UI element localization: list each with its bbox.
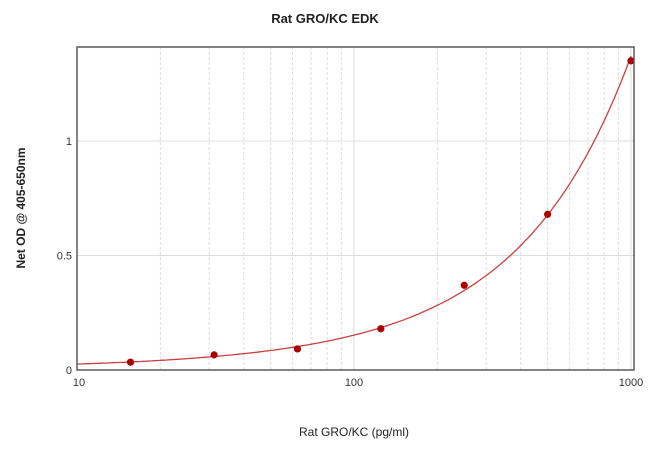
fitted-curve-path bbox=[76, 55, 632, 365]
data-point bbox=[627, 57, 635, 65]
y-tick-label: 0.5 bbox=[57, 251, 72, 263]
x-axis-label: Rat GRO/KC (pg/ml) bbox=[298, 425, 409, 439]
plot-frame bbox=[76, 46, 635, 371]
data-point bbox=[210, 351, 218, 359]
x-tick-label: 10 bbox=[73, 377, 85, 389]
y-tick-label: 0 bbox=[66, 365, 72, 377]
data-point bbox=[377, 325, 385, 333]
x-tick-label: 1000 bbox=[619, 377, 643, 389]
data-point bbox=[460, 281, 468, 289]
gridlines bbox=[76, 47, 634, 370]
fitted-curve bbox=[76, 55, 632, 365]
plot-border bbox=[76, 46, 635, 371]
data-points bbox=[126, 57, 635, 366]
x-tick-label: 100 bbox=[345, 377, 363, 389]
chart-title: Rat GRO/KC EDK bbox=[271, 11, 379, 26]
data-point bbox=[544, 210, 552, 218]
y-tick-label: 1 bbox=[66, 136, 72, 148]
tick-labels: 10 100 1000 0 0.5 1 bbox=[57, 136, 644, 389]
data-point bbox=[293, 345, 302, 353]
data-point bbox=[126, 358, 135, 366]
